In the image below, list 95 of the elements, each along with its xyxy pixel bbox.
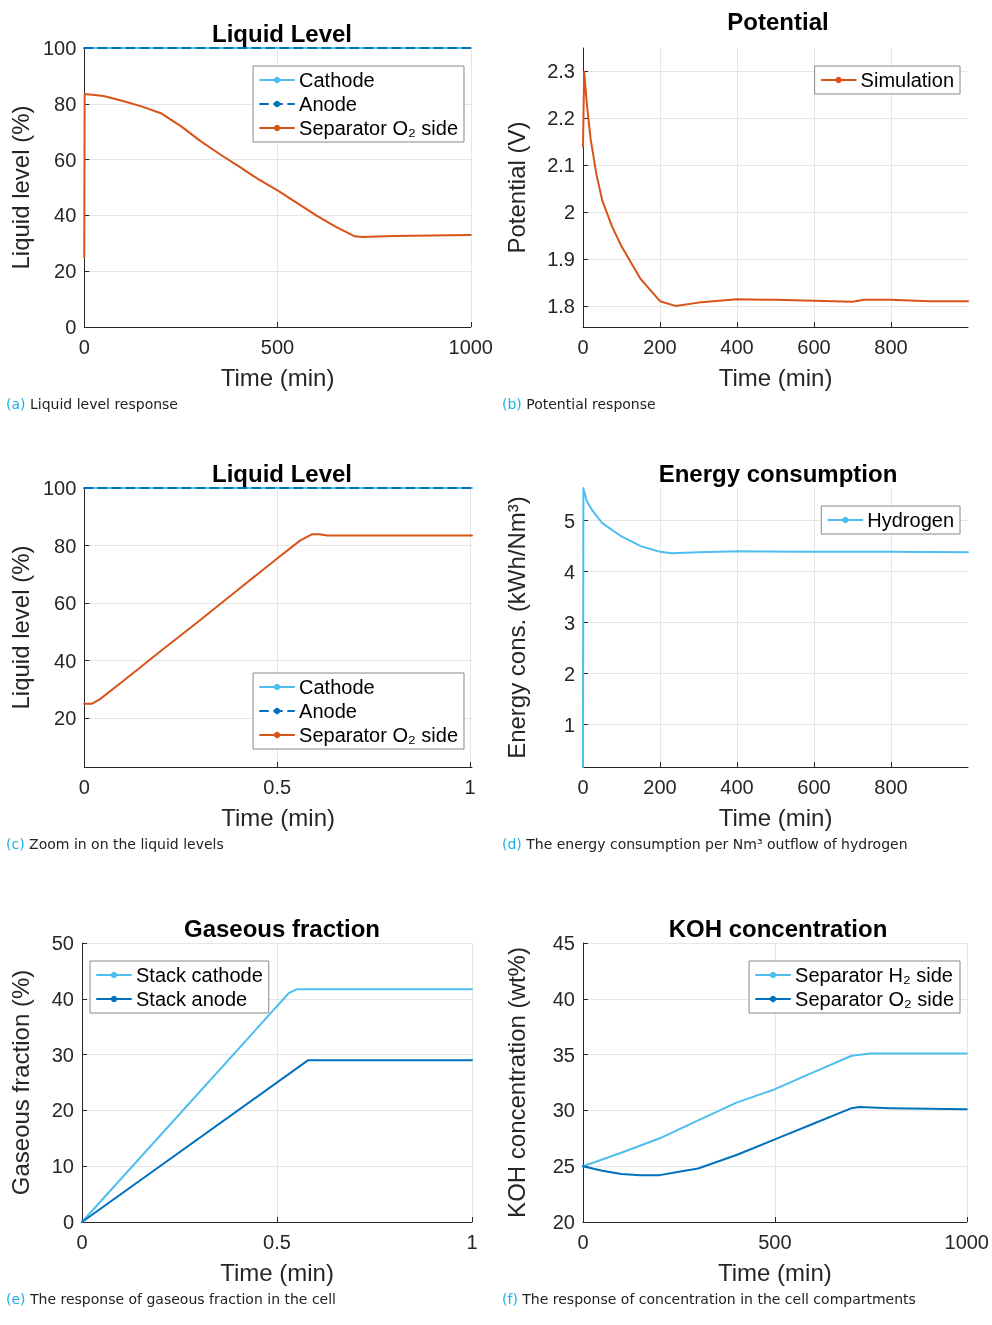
x-axis-title: Time (min) — [221, 803, 336, 831]
y-tick-label: 80 — [54, 92, 77, 115]
y-axis-title: Energy cons. (kWh/Nm³) — [502, 496, 530, 759]
text: (a) Liquid level response — [6, 396, 178, 412]
y-tick-label: 1.9 — [547, 248, 575, 271]
legend-label: Hydrogen — [867, 509, 954, 531]
y-tick-label: 10 — [51, 1155, 74, 1178]
y-tick-label: 60 — [54, 592, 77, 615]
y-axis-title: KOH concentration (wt%) — [502, 947, 530, 1218]
y-axis-title: Potential (V) — [502, 121, 530, 254]
y-axis-title: Liquid level (%) — [6, 545, 34, 710]
x-tick-label: 200 — [643, 776, 677, 798]
legend-label: Separator H₂ side — [795, 964, 953, 986]
y-tick-label: 4 — [563, 560, 575, 583]
y-tick-label: 40 — [54, 204, 77, 227]
y-tick-label: 35 — [552, 1043, 575, 1066]
y-tick-label: 2.1 — [547, 154, 575, 177]
text: (e) The response of gaseous fraction in the cell — [6, 1291, 336, 1307]
text: (d) The energy consumption per Nm³ outflow of hydrogen — [502, 836, 908, 852]
y-tick-label: 5 — [563, 509, 575, 532]
y-tick-label: 20 — [51, 1099, 74, 1122]
y-tick-label: 20 — [552, 1211, 575, 1233]
text: (c) Zoom in on the liquid levels — [6, 836, 224, 852]
x-tick-label: 800 — [874, 336, 908, 358]
chart-title: Gaseous fraction — [183, 914, 381, 942]
y-tick-label: 50 — [51, 932, 74, 954]
legend-label: Separator O₂ side — [299, 117, 459, 139]
x-tick-label: 600 — [797, 336, 831, 358]
x-tick-label: 1 — [466, 1231, 478, 1253]
legend-label: Simulation — [860, 69, 955, 91]
x-axis-title: Time (min) — [718, 363, 833, 391]
y-tick-label: 0 — [65, 316, 77, 338]
x-tick-label: 0.5 — [263, 1231, 291, 1253]
line-series — [582, 70, 969, 307]
legend-label: Cathode — [299, 676, 375, 698]
x-tick-label: 500 — [260, 336, 295, 358]
text: (f) The response of concentration in the cell compartments — [502, 1291, 916, 1307]
chart-title: Liquid Level — [211, 459, 353, 487]
y-tick-label: 3 — [563, 611, 575, 634]
legend-label: Separator O₂ side — [795, 988, 955, 1010]
y-tick-label: 60 — [54, 148, 77, 171]
x-tick-label: 0 — [577, 336, 589, 358]
y-tick-label: 45 — [552, 932, 575, 954]
y-tick-label: 20 — [54, 260, 77, 283]
legend-label: Stack anode — [136, 988, 248, 1010]
y-tick-label: 40 — [552, 987, 575, 1010]
line-series — [83, 93, 472, 259]
y-tick-label: 80 — [54, 534, 77, 557]
y-tick-label: 2 — [563, 201, 575, 224]
x-axis-title: Time (min) — [718, 803, 833, 831]
line-series — [582, 1106, 968, 1177]
legend-label: Stack cathode — [136, 964, 263, 986]
y-tick-label: 0 — [62, 1211, 74, 1233]
x-tick-label: 1000 — [448, 336, 493, 358]
y-tick-label: 100 — [42, 37, 77, 59]
x-axis-title: Time (min) — [717, 1258, 832, 1286]
y-tick-label: 2.3 — [547, 60, 575, 83]
x-axis-title: Time (min) — [220, 1258, 334, 1286]
chart-title: KOH concentration — [668, 914, 888, 942]
x-axis-title: Time (min) — [220, 363, 335, 391]
legend-label: Anode — [299, 93, 357, 115]
y-tick-label: 1 — [563, 713, 575, 736]
x-tick-label: 0.5 — [263, 776, 292, 798]
y-tick-label: 2 — [563, 662, 575, 685]
x-tick-label: 800 — [874, 776, 908, 798]
y-tick-label: 1.8 — [547, 294, 575, 317]
x-tick-label: 0 — [577, 776, 589, 798]
y-tick-label: 40 — [54, 649, 77, 672]
y-tick-label: 100 — [42, 477, 77, 499]
y-axis-title: Gaseous fraction (%) — [6, 969, 34, 1196]
y-tick-label: 2.2 — [547, 107, 575, 130]
line-series — [582, 1052, 968, 1168]
chart-title: Potential — [727, 7, 829, 35]
y-tick-label: 25 — [552, 1155, 575, 1178]
y-tick-label: 20 — [54, 707, 77, 730]
y-tick-label: 30 — [552, 1099, 575, 1122]
x-tick-label: 0 — [577, 1231, 589, 1253]
text: (b) Potential response — [502, 396, 656, 412]
x-tick-label: 1 — [464, 776, 476, 798]
legend-label: Separator O₂ side — [299, 724, 459, 746]
x-tick-label: 400 — [720, 776, 754, 798]
chart-title: Energy consumption — [658, 459, 898, 487]
y-tick-label: 40 — [51, 987, 74, 1010]
x-tick-label: 1000 — [944, 1231, 989, 1253]
x-tick-label: 500 — [758, 1231, 792, 1253]
y-axis-title: Liquid level (%) — [6, 105, 34, 270]
x-tick-label: 400 — [720, 336, 754, 358]
chart-title: Liquid Level — [211, 19, 353, 47]
x-tick-label: 600 — [797, 776, 831, 798]
line-series — [582, 487, 969, 768]
y-tick-label: 30 — [51, 1043, 74, 1066]
legend-label: Cathode — [299, 69, 375, 91]
legend-label: Anode — [299, 700, 357, 722]
x-tick-label: 200 — [643, 336, 677, 358]
line-series — [83, 533, 473, 705]
